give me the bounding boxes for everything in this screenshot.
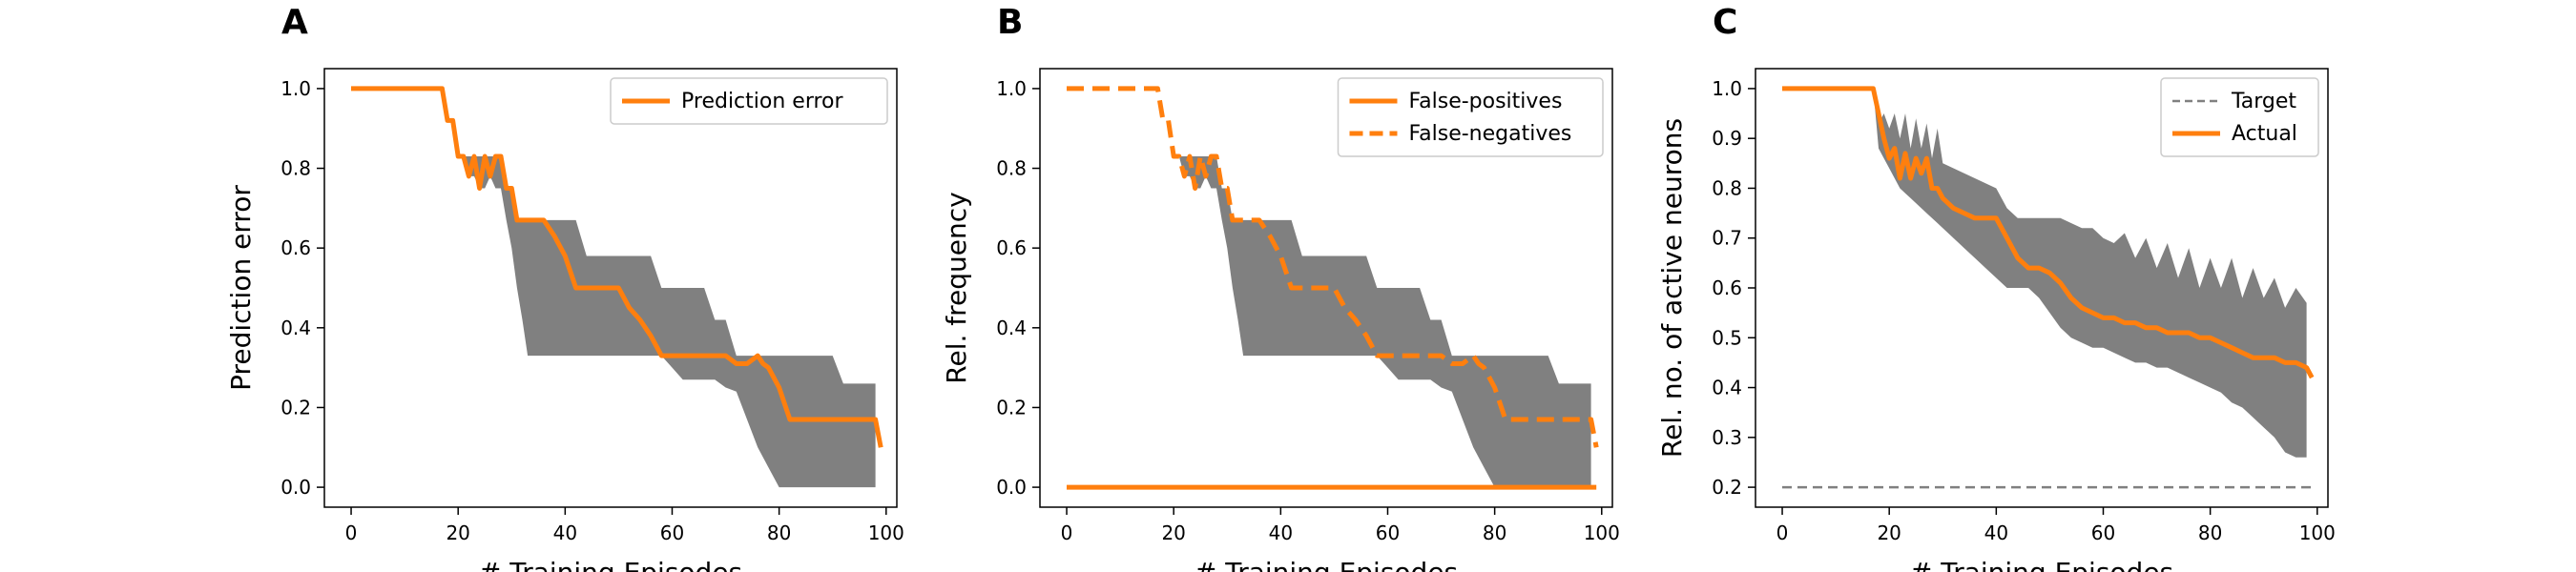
panel-b-y-tick-label: 0.6 <box>996 236 1027 259</box>
panel-c-y-axis-title: Rel. no. of active neurons <box>1656 118 1688 458</box>
panel-c-x-tick-label: 80 <box>2198 521 2222 544</box>
panel-a: A 0 20 40 60 80 100 0.0 0.2 0.4 0.6 0.8 1.0 # Traini… <box>225 3 904 572</box>
panel-a-y-tick-label: 0.6 <box>280 236 311 259</box>
panel-c-y-tick-label: 0.6 <box>1712 276 1742 299</box>
panel-b-plot-frame <box>1039 68 1613 508</box>
panel-a-y-tick-label: 0.8 <box>280 157 311 180</box>
panel-c-series-line-1 <box>1782 86 2315 379</box>
panel-a-x-axis-title: # Training Episodes <box>479 557 742 572</box>
panel-b-y-tick-label: 0.8 <box>996 157 1027 180</box>
panel-c-legend: Target Actual <box>2160 77 2319 157</box>
panel-a-y-tick-label: 0.4 <box>280 317 311 339</box>
panel-b-y-tick-label: 1.0 <box>996 77 1027 100</box>
panel-a-legend-box <box>610 77 888 125</box>
panel-a-y-tick-label: 0.0 <box>280 476 311 499</box>
panel-a-x-tick-label: 0 <box>345 521 358 544</box>
panel-b-series-line-1 <box>1067 86 1599 448</box>
panel-c-y-tick-label: 0.5 <box>1712 326 1742 349</box>
panel-a-x-tick-label: 20 <box>446 521 469 544</box>
panel-a-plot-frame <box>323 68 898 508</box>
panel-b-std-band <box>1067 88 1591 488</box>
panel-a-x-tick-label: 100 <box>868 521 904 544</box>
panel-b-legend-box <box>1337 77 1604 157</box>
panel-c-x-tick-label: 20 <box>1877 521 1901 544</box>
panel-b-x-tick-label: 20 <box>1161 521 1185 544</box>
panel-c-legend-label: Actual <box>2232 122 2297 146</box>
panel-c-y-tick-label: 0.7 <box>1712 227 1742 250</box>
panel-b-x-tick-label: 40 <box>1269 521 1293 544</box>
panel-b-legend-label: False-positives <box>1409 90 1563 113</box>
panel-c-legend-label: Target <box>2231 90 2296 113</box>
panel-c-x-axis-title: # Training Episodes <box>1910 557 2173 572</box>
panel-c-x-tick-label: 40 <box>1984 521 2008 544</box>
panel-b-legend-label: False-negatives <box>1409 122 1572 146</box>
panel-a-legend-label: Prediction error <box>681 90 843 113</box>
panel-b-y-tick-label: 0.4 <box>996 317 1027 339</box>
panel-b-y-tick-label: 0.0 <box>996 476 1027 499</box>
panel-b-y-tick-label: 0.2 <box>996 396 1027 419</box>
panel-b-x-axis-title: # Training Episodes <box>1195 557 1458 572</box>
panel-b-x-tick-label: 60 <box>1376 521 1400 544</box>
panel-c-y-tick-label: 0.9 <box>1712 127 1742 150</box>
panel-a-x-tick-label: 80 <box>767 521 791 544</box>
panel-a-y-axis-title: Prediction error <box>225 185 257 391</box>
panel-c-y-tick-label: 0.8 <box>1712 176 1742 199</box>
panel-label-c: C <box>1713 3 1737 42</box>
panel-a-x-tick-label: 40 <box>553 521 577 544</box>
panel-b-y-axis-title: Rel. frequency <box>941 192 972 383</box>
panel-c-y-tick-label: 0.4 <box>1712 377 1742 399</box>
panel-a-series-line-0 <box>351 86 883 448</box>
panel-a-legend: Prediction error <box>610 77 888 125</box>
panel-label-b: B <box>997 3 1023 42</box>
panel-b-x-tick-label: 0 <box>1061 521 1073 544</box>
panel-c-x-tick-label: 60 <box>2091 521 2115 544</box>
panel-c-y-tick-label: 1.0 <box>1712 77 1742 100</box>
panel-c-legend-box <box>2160 77 2319 157</box>
panel-c-x-tick-label: 100 <box>2299 521 2336 544</box>
panel-c-x-tick-label: 0 <box>1776 521 1789 544</box>
panel-b-legend: False-positives False-negatives <box>1337 77 1604 157</box>
panel-c-y-tick-label: 0.2 <box>1712 476 1742 499</box>
panel-b: B 0 20 40 60 80 100 0.0 0.2 0.4 0.6 0.8 1.0 # Traini… <box>941 3 1620 572</box>
panel-b-x-tick-label: 100 <box>1584 521 1620 544</box>
panel-a-y-tick-label: 0.2 <box>280 396 311 419</box>
panel-a-y-tick-label: 1.0 <box>280 77 311 100</box>
panel-b-x-tick-label: 80 <box>1483 521 1506 544</box>
panel-label-a: A <box>281 3 308 42</box>
panel-c-y-tick-label: 0.3 <box>1712 426 1742 449</box>
panel-c: C 0 20 40 60 80 100 0.2 0.3 0.4 0.5 0.6 0.7 0.8 0.9 1.… <box>1656 3 2336 572</box>
panel-a-x-tick-label: 60 <box>660 521 684 544</box>
